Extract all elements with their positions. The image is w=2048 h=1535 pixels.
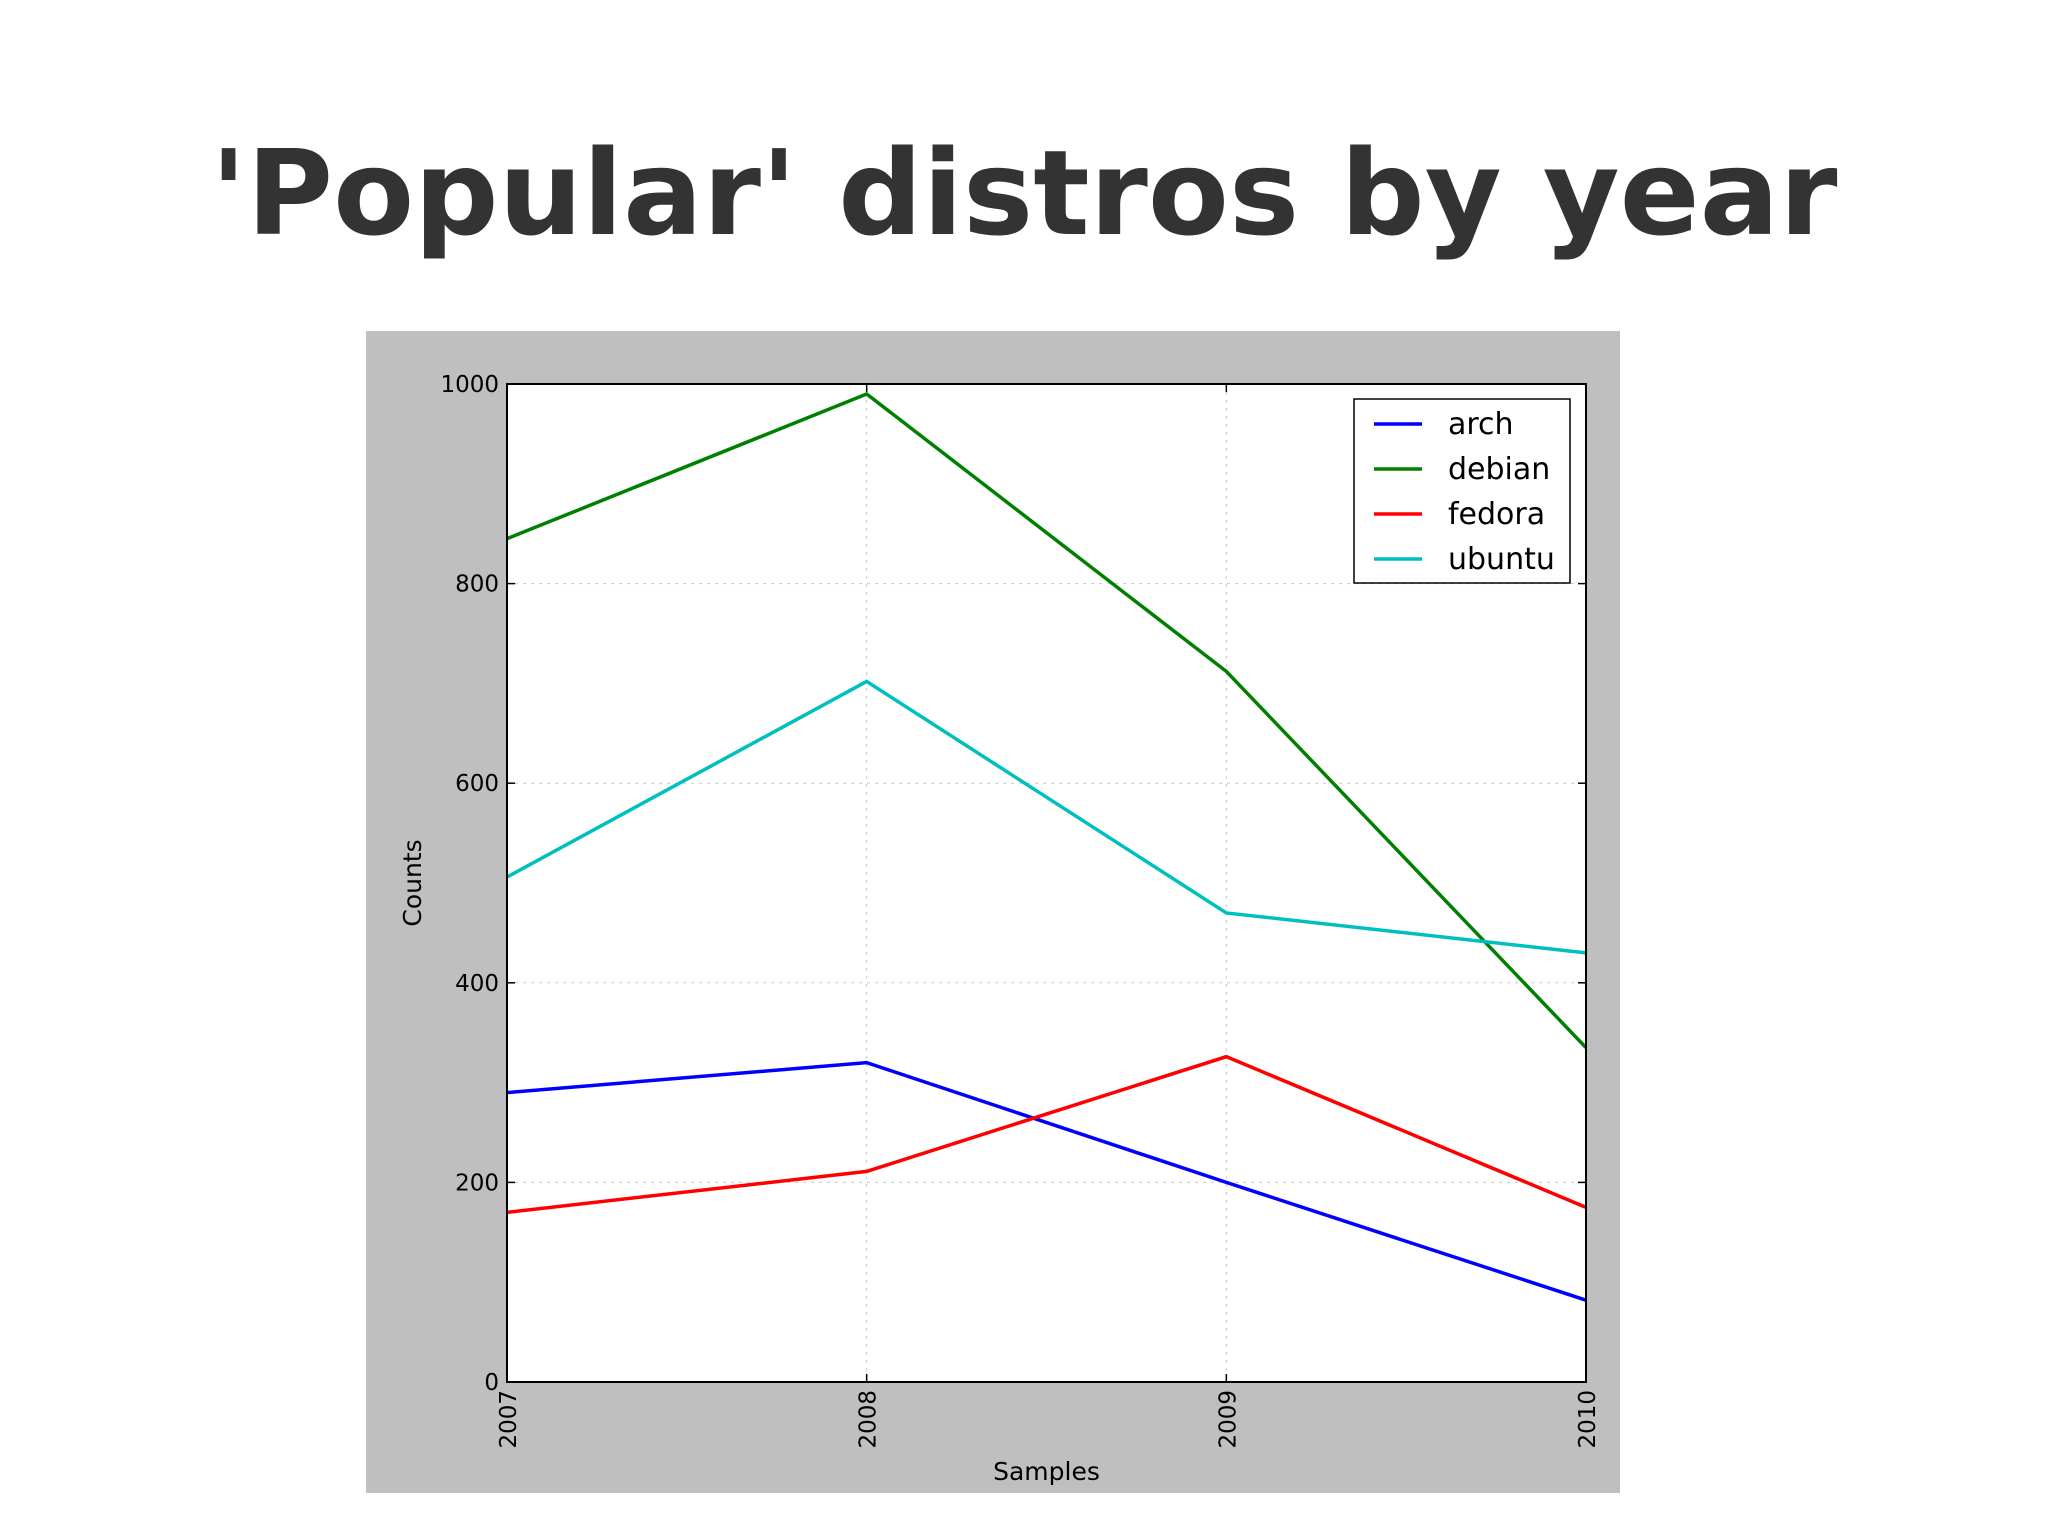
legend-label-fedora: fedora xyxy=(1448,497,1545,532)
y-tick-label: 0 xyxy=(484,1370,499,1396)
y-tick-label: 800 xyxy=(455,572,499,598)
series-line-ubuntu xyxy=(506,679,1587,955)
legend-label-debian: debian xyxy=(1448,452,1550,487)
series-line-fedora xyxy=(506,1054,1587,1215)
legend-label-ubuntu: ubuntu xyxy=(1448,542,1555,577)
plot-frame xyxy=(506,383,1587,1383)
y-axis-label: Counts xyxy=(398,839,427,926)
x-tick-label: 2009 xyxy=(1215,1390,1241,1449)
legend-box xyxy=(1353,398,1571,584)
chart-svg: 0 200 400 600 800 1000 2007 2008 2009 2010 Samples… xyxy=(398,372,1601,1486)
x-tick-label: 2008 xyxy=(856,1390,882,1449)
series-line-debian xyxy=(506,391,1588,1049)
y-tick-label: 1000 xyxy=(440,372,499,398)
x-axis-label: Samples xyxy=(993,1457,1100,1486)
y-tick-label: 200 xyxy=(455,1170,499,1196)
y-tick-label: 400 xyxy=(455,971,499,997)
x-tick-label: 2010 xyxy=(1575,1390,1601,1449)
slide-title: 'Popular' distros by year xyxy=(210,124,1838,262)
legend-label-arch: arch xyxy=(1448,407,1514,442)
y-tick-label: 600 xyxy=(455,771,499,797)
chart-figure: 0 200 400 600 800 1000 2007 2008 2009 2010 Samples… xyxy=(366,331,1620,1493)
x-tick-label: 2007 xyxy=(496,1390,522,1449)
series-line-arch xyxy=(506,1060,1587,1302)
